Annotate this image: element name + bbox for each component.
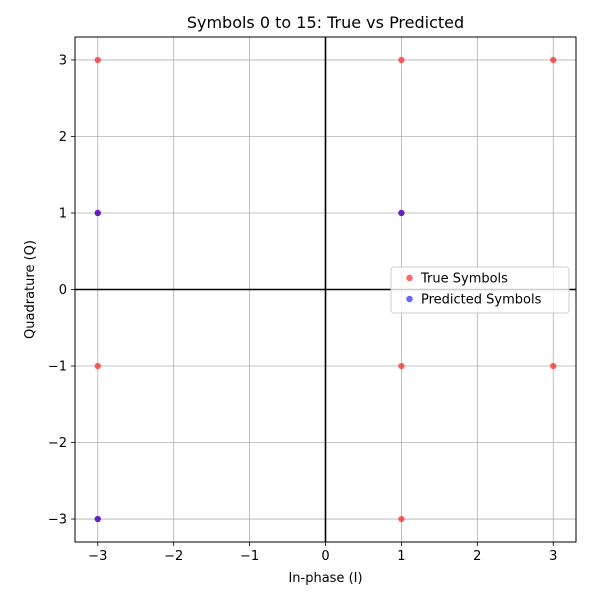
x-tick-label: 1: [397, 549, 405, 564]
y-tick-label: 3: [59, 53, 67, 68]
data-points: [94, 56, 557, 523]
true-symbol-point: [398, 515, 405, 523]
x-tick-label: 0: [321, 549, 329, 564]
true-symbol-point: [550, 362, 557, 370]
true-symbol-point: [550, 56, 557, 64]
legend-box: [390, 266, 570, 314]
x-tick-label: −3: [88, 549, 107, 564]
x-tick-label: 2: [473, 549, 481, 564]
x-tick-label: −1: [240, 549, 259, 564]
legend-label-predicted: Predicted Symbols: [421, 293, 542, 308]
y-tick-label: −3: [48, 513, 67, 528]
y-ticks: −3 −2 −1 0 1 2 3: [48, 53, 75, 528]
true-symbol-point: [398, 56, 405, 64]
y-axis-label: Quadrature (Q): [23, 240, 38, 339]
y-tick-label: 2: [59, 130, 67, 145]
y-tick-label: −2: [48, 436, 67, 451]
y-tick-label: −1: [48, 360, 67, 375]
x-tick-label: −2: [164, 549, 183, 564]
legend: True Symbols Predicted Symbols: [390, 266, 570, 314]
predicted-symbol-point: [94, 515, 101, 523]
legend-label-true: True Symbols: [420, 272, 508, 287]
predicted-symbol-point: [398, 209, 405, 217]
legend-marker-true: [406, 274, 413, 282]
true-symbol-point: [94, 56, 101, 64]
legend-marker-predicted: [406, 295, 413, 303]
chart-title: Symbols 0 to 15: True vs Predicted: [187, 13, 464, 32]
y-tick-label: 0: [59, 283, 67, 298]
predicted-symbol-point: [94, 209, 101, 217]
x-tick-label: 3: [549, 549, 557, 564]
x-ticks: −3 −2 −1 0 1 2 3: [88, 542, 557, 564]
true-symbol-point: [94, 362, 101, 370]
y-tick-label: 1: [59, 206, 67, 221]
true-symbol-point: [398, 362, 405, 370]
x-axis-label: In-phase (I): [288, 571, 362, 586]
